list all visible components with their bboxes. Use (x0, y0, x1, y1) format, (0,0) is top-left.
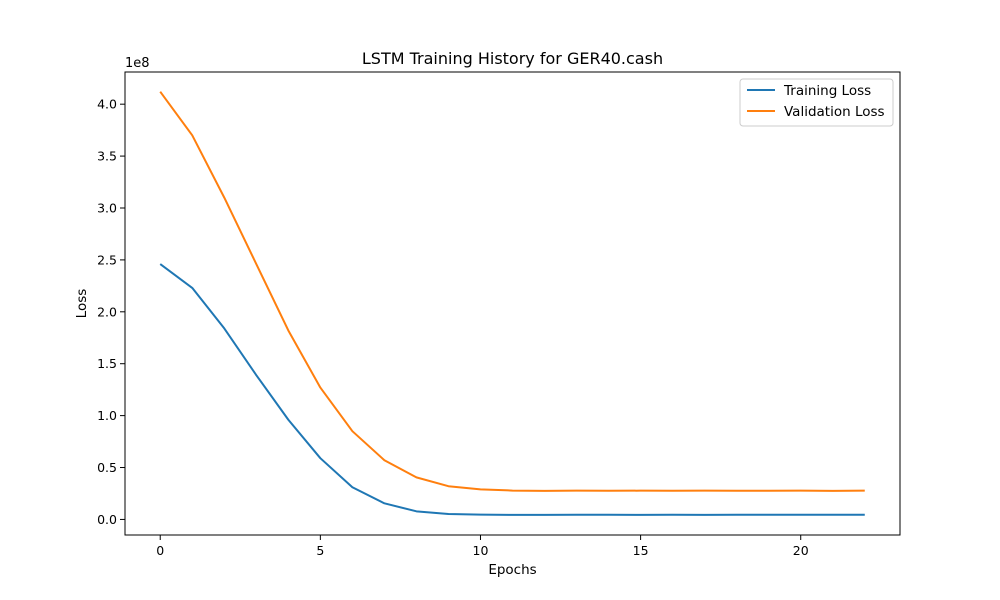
chart-title: LSTM Training History for GER40.cash (362, 49, 663, 68)
y-tick-label: 3.0 (97, 200, 117, 215)
x-tick-label: 5 (316, 543, 324, 558)
y-tick-label: 1.5 (97, 356, 117, 371)
y-tick-label: 1.0 (97, 408, 117, 423)
y-axis-label: Loss (74, 289, 90, 319)
plot-area (125, 72, 900, 535)
x-tick-label: 20 (793, 543, 809, 558)
series-line-training-loss (159, 263, 865, 516)
legend: Training Loss Validation Loss (739, 78, 894, 127)
x-axis-label: Epochs (488, 562, 536, 578)
y-tick-label: 0.5 (97, 460, 117, 475)
x-tick-label: 0 (156, 543, 164, 558)
legend-label-training-loss: Training Loss (783, 83, 871, 99)
x-axis-ticks: 0 5 10 15 20 (156, 535, 809, 558)
y-axis-offset-label: 1e8 (125, 56, 150, 71)
x-tick-label: 15 (633, 543, 649, 558)
y-tick-label: 3.5 (97, 149, 117, 164)
legend-frame (739, 78, 894, 127)
y-tick-label: 2.5 (97, 252, 117, 267)
y-tick-label: 2.0 (97, 304, 117, 319)
y-tick-label: 4.0 (97, 97, 117, 112)
plot-frame (124, 71, 901, 536)
series-line-validation-loss (159, 91, 865, 492)
legend-label-validation-loss: Validation Loss (784, 104, 885, 120)
y-axis-ticks: 0.0 0.5 1.0 1.5 2.0 2.5 3.0 3.5 4.0 (97, 97, 125, 527)
series-layer (159, 91, 865, 516)
x-tick-label: 10 (473, 543, 489, 558)
y-tick-label: 0.0 (97, 512, 117, 527)
